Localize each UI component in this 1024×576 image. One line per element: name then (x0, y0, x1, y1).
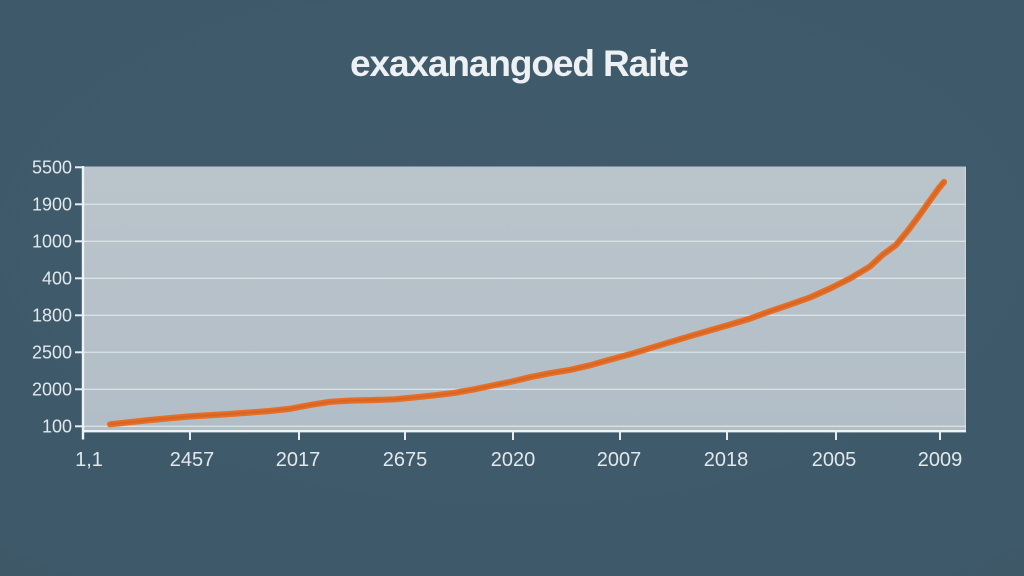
svg-text:2005: 2005 (812, 449, 857, 471)
svg-text:2018: 2018 (704, 449, 749, 471)
svg-text:100: 100 (42, 417, 72, 437)
svg-text:1000: 1000 (32, 232, 72, 252)
svg-text:2020: 2020 (491, 449, 536, 471)
svg-text:2500: 2500 (32, 343, 72, 363)
svg-text:2009: 2009 (918, 449, 963, 471)
svg-text:2007: 2007 (597, 449, 642, 471)
svg-text:2000: 2000 (32, 380, 72, 400)
svg-text:2457: 2457 (170, 449, 215, 471)
svg-text:2017: 2017 (276, 449, 321, 471)
svg-text:5500: 5500 (32, 158, 72, 178)
svg-text:1,1: 1,1 (75, 449, 103, 471)
svg-text:1800: 1800 (32, 306, 72, 326)
svg-text:400: 400 (42, 269, 72, 289)
svg-text:2675: 2675 (383, 449, 428, 471)
svg-text:1900: 1900 (32, 195, 72, 215)
